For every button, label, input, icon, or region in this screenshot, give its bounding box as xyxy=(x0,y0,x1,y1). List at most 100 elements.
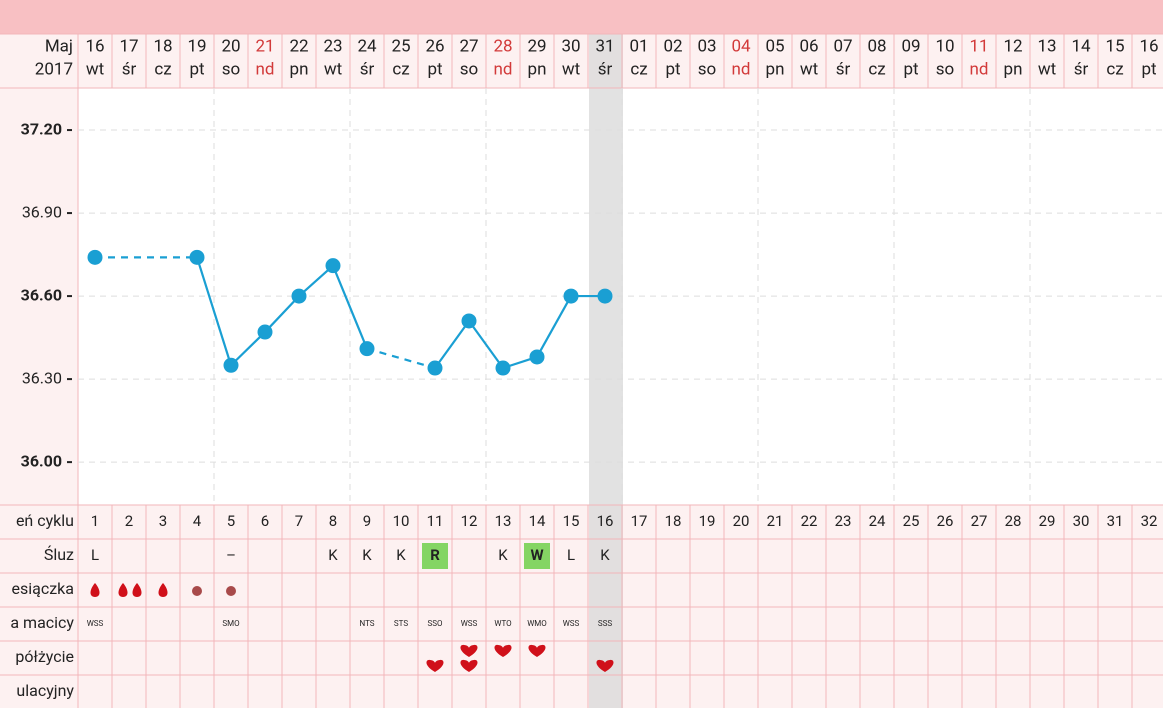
weekday: so xyxy=(698,59,716,79)
weekday: śr xyxy=(598,59,613,79)
cell-text: 16 xyxy=(597,512,614,530)
weekday: so xyxy=(460,59,478,79)
heart xyxy=(596,659,614,672)
cell-text: 24 xyxy=(869,512,886,530)
weekday: wt xyxy=(1038,59,1056,79)
line-segment xyxy=(230,331,266,367)
point xyxy=(529,349,545,365)
line-segment xyxy=(264,295,300,333)
y-tick-label: 36.60 xyxy=(21,285,62,304)
cervix-code: STS xyxy=(394,619,408,628)
cell-text: 19 xyxy=(699,512,716,530)
cervix-code: WMO xyxy=(527,619,547,628)
y-tick-label: 37.20 xyxy=(21,119,62,138)
point xyxy=(87,249,103,265)
row-label: esiączka xyxy=(12,579,74,598)
weekday: cz xyxy=(392,59,409,79)
row-label: półżycie xyxy=(15,647,74,666)
cell-text: L xyxy=(567,546,575,564)
cell-text: 14 xyxy=(529,512,546,530)
cell-text: 9 xyxy=(363,512,371,530)
day-number: 08 xyxy=(867,36,886,56)
cell-text: 30 xyxy=(1073,512,1090,530)
weekday: nd xyxy=(970,59,989,79)
cervix-code: SSO xyxy=(427,619,443,628)
day-number: 15 xyxy=(1105,36,1124,56)
cell-text: L xyxy=(91,546,99,564)
day-number: 09 xyxy=(901,36,920,56)
weekday: pt xyxy=(665,59,680,79)
cell-text: W xyxy=(530,546,543,564)
day-number: 16 xyxy=(85,36,104,56)
weekday: nd xyxy=(732,59,751,79)
weekday: so xyxy=(936,59,954,79)
cell-text: 2 xyxy=(125,512,133,530)
day-number: 03 xyxy=(697,36,716,56)
line-segment xyxy=(536,295,572,358)
day-number: 27 xyxy=(459,36,478,56)
gap-segment xyxy=(366,347,436,370)
day-number: 16 xyxy=(1139,36,1158,56)
cell-text: 13 xyxy=(495,512,512,530)
weekday: pt xyxy=(189,59,204,79)
day-number: 06 xyxy=(799,36,818,56)
heart xyxy=(460,659,478,672)
cervix-code: WSS xyxy=(461,619,478,628)
weekday: pn xyxy=(290,59,309,79)
day-number: 17 xyxy=(119,36,138,56)
cell-text: K xyxy=(600,546,610,564)
row-label: Śluz xyxy=(44,544,74,564)
point xyxy=(563,288,579,304)
cell-text: K xyxy=(396,546,406,564)
weekday: cz xyxy=(868,59,885,79)
top-band xyxy=(0,0,1163,34)
point xyxy=(189,249,205,265)
day-number: 10 xyxy=(935,36,954,56)
day-number: 19 xyxy=(187,36,206,56)
day-number: 23 xyxy=(323,36,342,56)
day-number: 22 xyxy=(289,36,308,56)
cervix-code: WSS xyxy=(87,619,104,628)
day-number: 21 xyxy=(255,36,274,56)
weekday: wt xyxy=(324,59,342,79)
row-label: a macicy xyxy=(10,613,74,632)
highlight xyxy=(524,543,550,569)
cervix-code: SMO xyxy=(222,619,240,628)
year: 2017 xyxy=(35,59,73,79)
weekday: pt xyxy=(903,59,918,79)
weekday: wt xyxy=(86,59,104,79)
point xyxy=(461,313,477,329)
day-number: 04 xyxy=(731,36,751,56)
cell-text: 4 xyxy=(193,512,202,530)
weekday: cz xyxy=(1106,59,1123,79)
day-number: 12 xyxy=(1003,36,1022,56)
point xyxy=(597,288,613,304)
day-number: 24 xyxy=(357,36,377,56)
heart xyxy=(494,644,512,657)
cell-text: 22 xyxy=(801,512,818,530)
weekday: cz xyxy=(630,59,647,79)
weekday: pt xyxy=(427,59,442,79)
line-segment xyxy=(331,265,369,350)
cell-text: 1 xyxy=(91,512,99,530)
highlight xyxy=(422,543,448,569)
cell-text: 23 xyxy=(835,512,852,530)
blood-drop xyxy=(118,583,128,597)
weekday: pn xyxy=(766,59,785,79)
cell-text: 17 xyxy=(631,512,648,530)
weekday: so xyxy=(222,59,240,79)
day-number: 18 xyxy=(153,36,172,56)
point xyxy=(359,341,375,357)
cell-text: 29 xyxy=(1039,512,1056,530)
weekday: nd xyxy=(256,59,275,79)
month: Maj xyxy=(45,36,73,56)
row-label: eń cyklu xyxy=(16,511,74,530)
weekday: śr xyxy=(836,59,851,79)
line-segment xyxy=(298,264,334,297)
weekday: śr xyxy=(360,59,375,79)
cell-text: 27 xyxy=(971,512,988,530)
point xyxy=(427,360,443,376)
cell-text: K xyxy=(328,546,338,564)
weekday: cz xyxy=(154,59,171,79)
weekday: wt xyxy=(562,59,580,79)
